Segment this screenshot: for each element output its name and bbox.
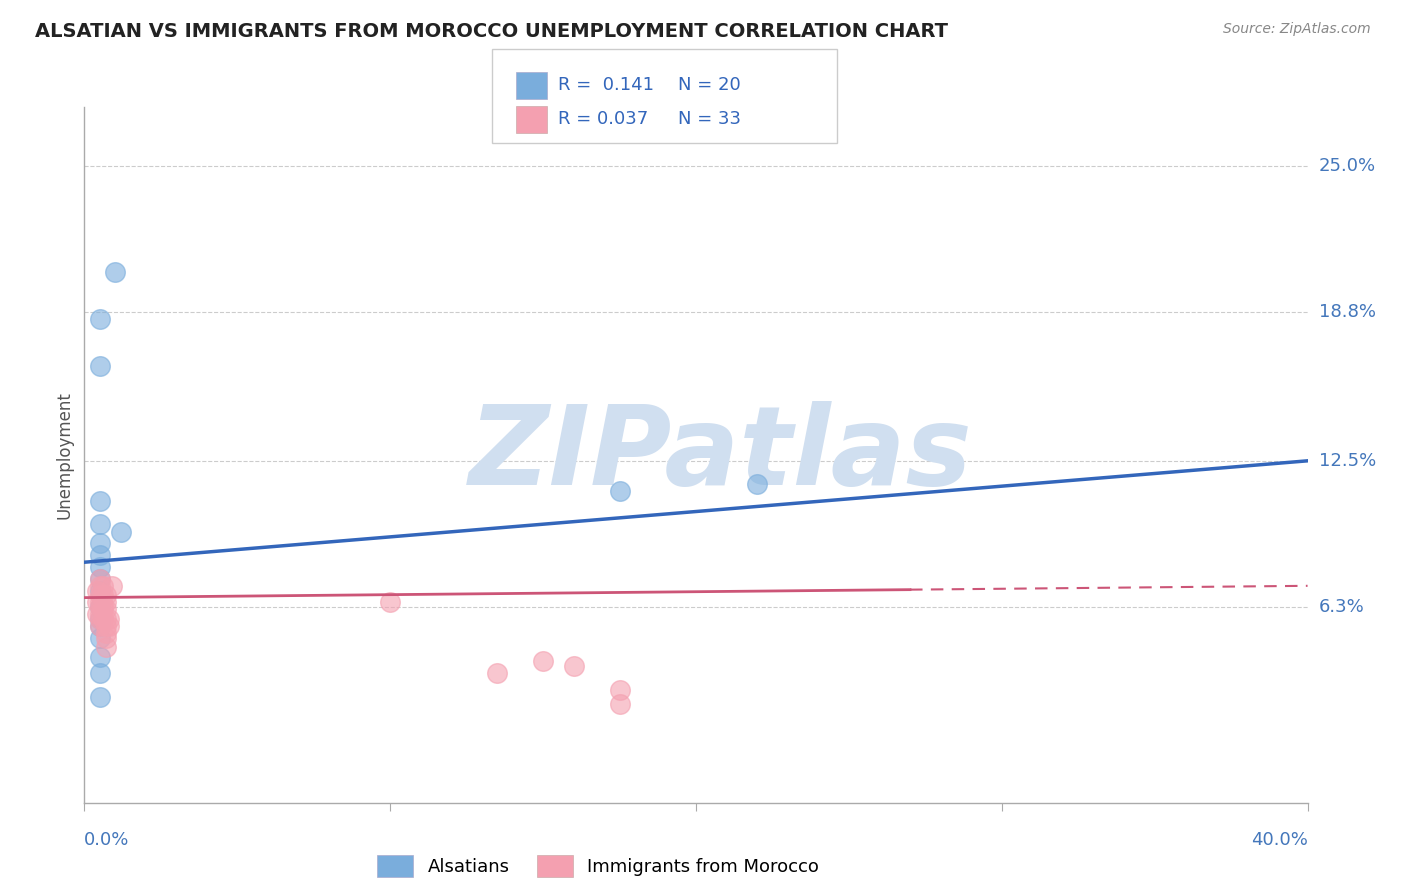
Point: [91, 598, 114, 612]
Point: [89, 600, 111, 615]
Text: 25.0%: 25.0%: [1319, 157, 1376, 175]
Point: [91, 612, 114, 626]
Point: [89, 560, 111, 574]
Point: [89, 612, 111, 626]
Point: [94, 595, 117, 609]
Point: [104, 265, 127, 279]
Legend: Alsatians, Immigrants from Morocco: Alsatians, Immigrants from Morocco: [370, 847, 827, 884]
Text: 6.3%: 6.3%: [1319, 598, 1364, 616]
Point: [86, 583, 108, 598]
Text: R = 0.037: R = 0.037: [558, 110, 648, 128]
Y-axis label: Unemployment: Unemployment: [55, 391, 73, 519]
Point: [89, 612, 111, 626]
Point: [86, 595, 108, 609]
Text: R =  0.141: R = 0.141: [558, 76, 654, 94]
Point: [89, 666, 111, 681]
Point: [94, 619, 117, 633]
Point: [94, 612, 117, 626]
Point: [747, 477, 769, 491]
Point: [380, 595, 402, 609]
Point: [97, 612, 120, 626]
Text: ALSATIAN VS IMMIGRANTS FROM MOROCCO UNEMPLOYMENT CORRELATION CHART: ALSATIAN VS IMMIGRANTS FROM MOROCCO UNEM…: [35, 22, 948, 41]
Point: [89, 690, 111, 704]
Point: [94, 588, 117, 602]
Point: [609, 484, 631, 499]
Point: [89, 631, 111, 645]
Text: 40.0%: 40.0%: [1251, 831, 1308, 849]
Point: [94, 626, 117, 640]
Point: [89, 572, 111, 586]
Point: [101, 579, 124, 593]
Text: 18.8%: 18.8%: [1319, 303, 1375, 321]
Point: [89, 579, 111, 593]
Point: [91, 602, 114, 616]
Point: [89, 607, 111, 621]
Point: [89, 595, 111, 609]
Point: [94, 631, 117, 645]
Point: [89, 572, 111, 586]
Point: [531, 654, 554, 668]
Point: [89, 583, 111, 598]
Point: [89, 619, 111, 633]
Point: [609, 697, 631, 711]
Point: [97, 619, 120, 633]
Point: [89, 649, 111, 664]
Point: [562, 659, 585, 673]
Point: [91, 579, 114, 593]
Point: [91, 588, 114, 602]
Point: [89, 536, 111, 550]
Point: [89, 517, 111, 532]
Point: [89, 359, 111, 374]
Text: Source: ZipAtlas.com: Source: ZipAtlas.com: [1223, 22, 1371, 37]
Text: ZIPatlas: ZIPatlas: [468, 401, 973, 508]
Text: N = 20: N = 20: [678, 76, 741, 94]
Point: [94, 640, 117, 654]
Point: [89, 312, 111, 326]
Text: 0.0%: 0.0%: [84, 831, 129, 849]
Point: [86, 607, 108, 621]
Point: [89, 619, 111, 633]
Point: [89, 548, 111, 562]
Point: [89, 600, 111, 615]
Text: 12.5%: 12.5%: [1319, 452, 1376, 470]
Point: [486, 666, 509, 681]
Point: [94, 602, 117, 616]
Text: N = 33: N = 33: [678, 110, 741, 128]
Point: [609, 682, 631, 697]
Point: [110, 524, 132, 539]
Point: [89, 588, 111, 602]
Point: [89, 494, 111, 508]
